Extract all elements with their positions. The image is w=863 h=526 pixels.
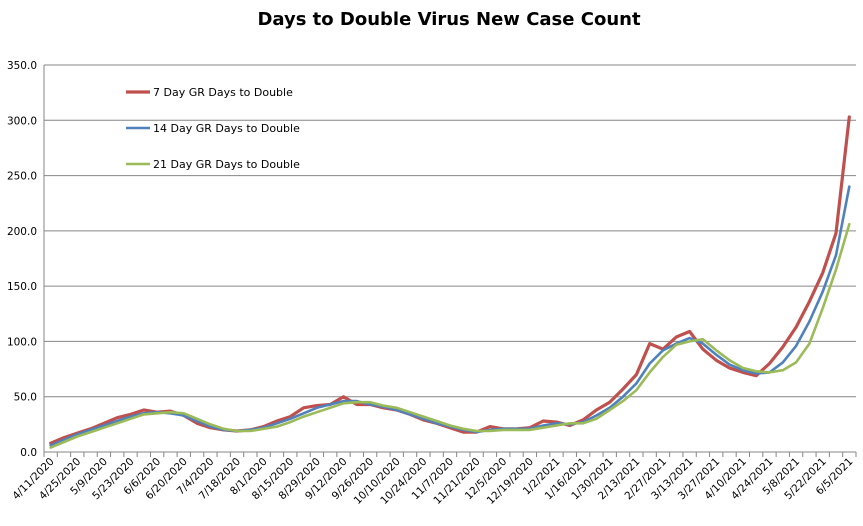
gridlines (44, 64, 856, 398)
series-lines (49, 115, 851, 449)
legend-label: 14 Day GR Days to Double (153, 122, 300, 135)
legend-label: 7 Day GR Days to Double (153, 86, 293, 99)
chart-title: Days to Double Virus New Case Count (257, 9, 641, 30)
y-tick-label: 350.0 (7, 60, 37, 72)
legend-label: 21 Day GR Days to Double (153, 158, 300, 171)
x-axis: 4/11/20204/25/20205/9/20205/23/20206/6/2… (10, 451, 857, 507)
y-tick-label: 50.0 (14, 392, 37, 404)
y-tick-label: 100.0 (7, 336, 37, 348)
y-axis: 0.0 50.0 100.0 150.0 200.0 250.0 300.0 350.0 (7, 60, 45, 459)
legend: 7 Day GR Days to Double 14 Day GR Days to… (126, 86, 300, 171)
y-tick-label: 150.0 (7, 281, 37, 293)
y-tick-label: 0.0 (20, 447, 37, 459)
series-line-3 (49, 222, 851, 449)
y-tick-label: 250.0 (7, 171, 37, 183)
y-tick-label: 300.0 (7, 115, 37, 127)
series-line-2 (49, 185, 851, 447)
y-tick-label: 200.0 (7, 226, 37, 238)
